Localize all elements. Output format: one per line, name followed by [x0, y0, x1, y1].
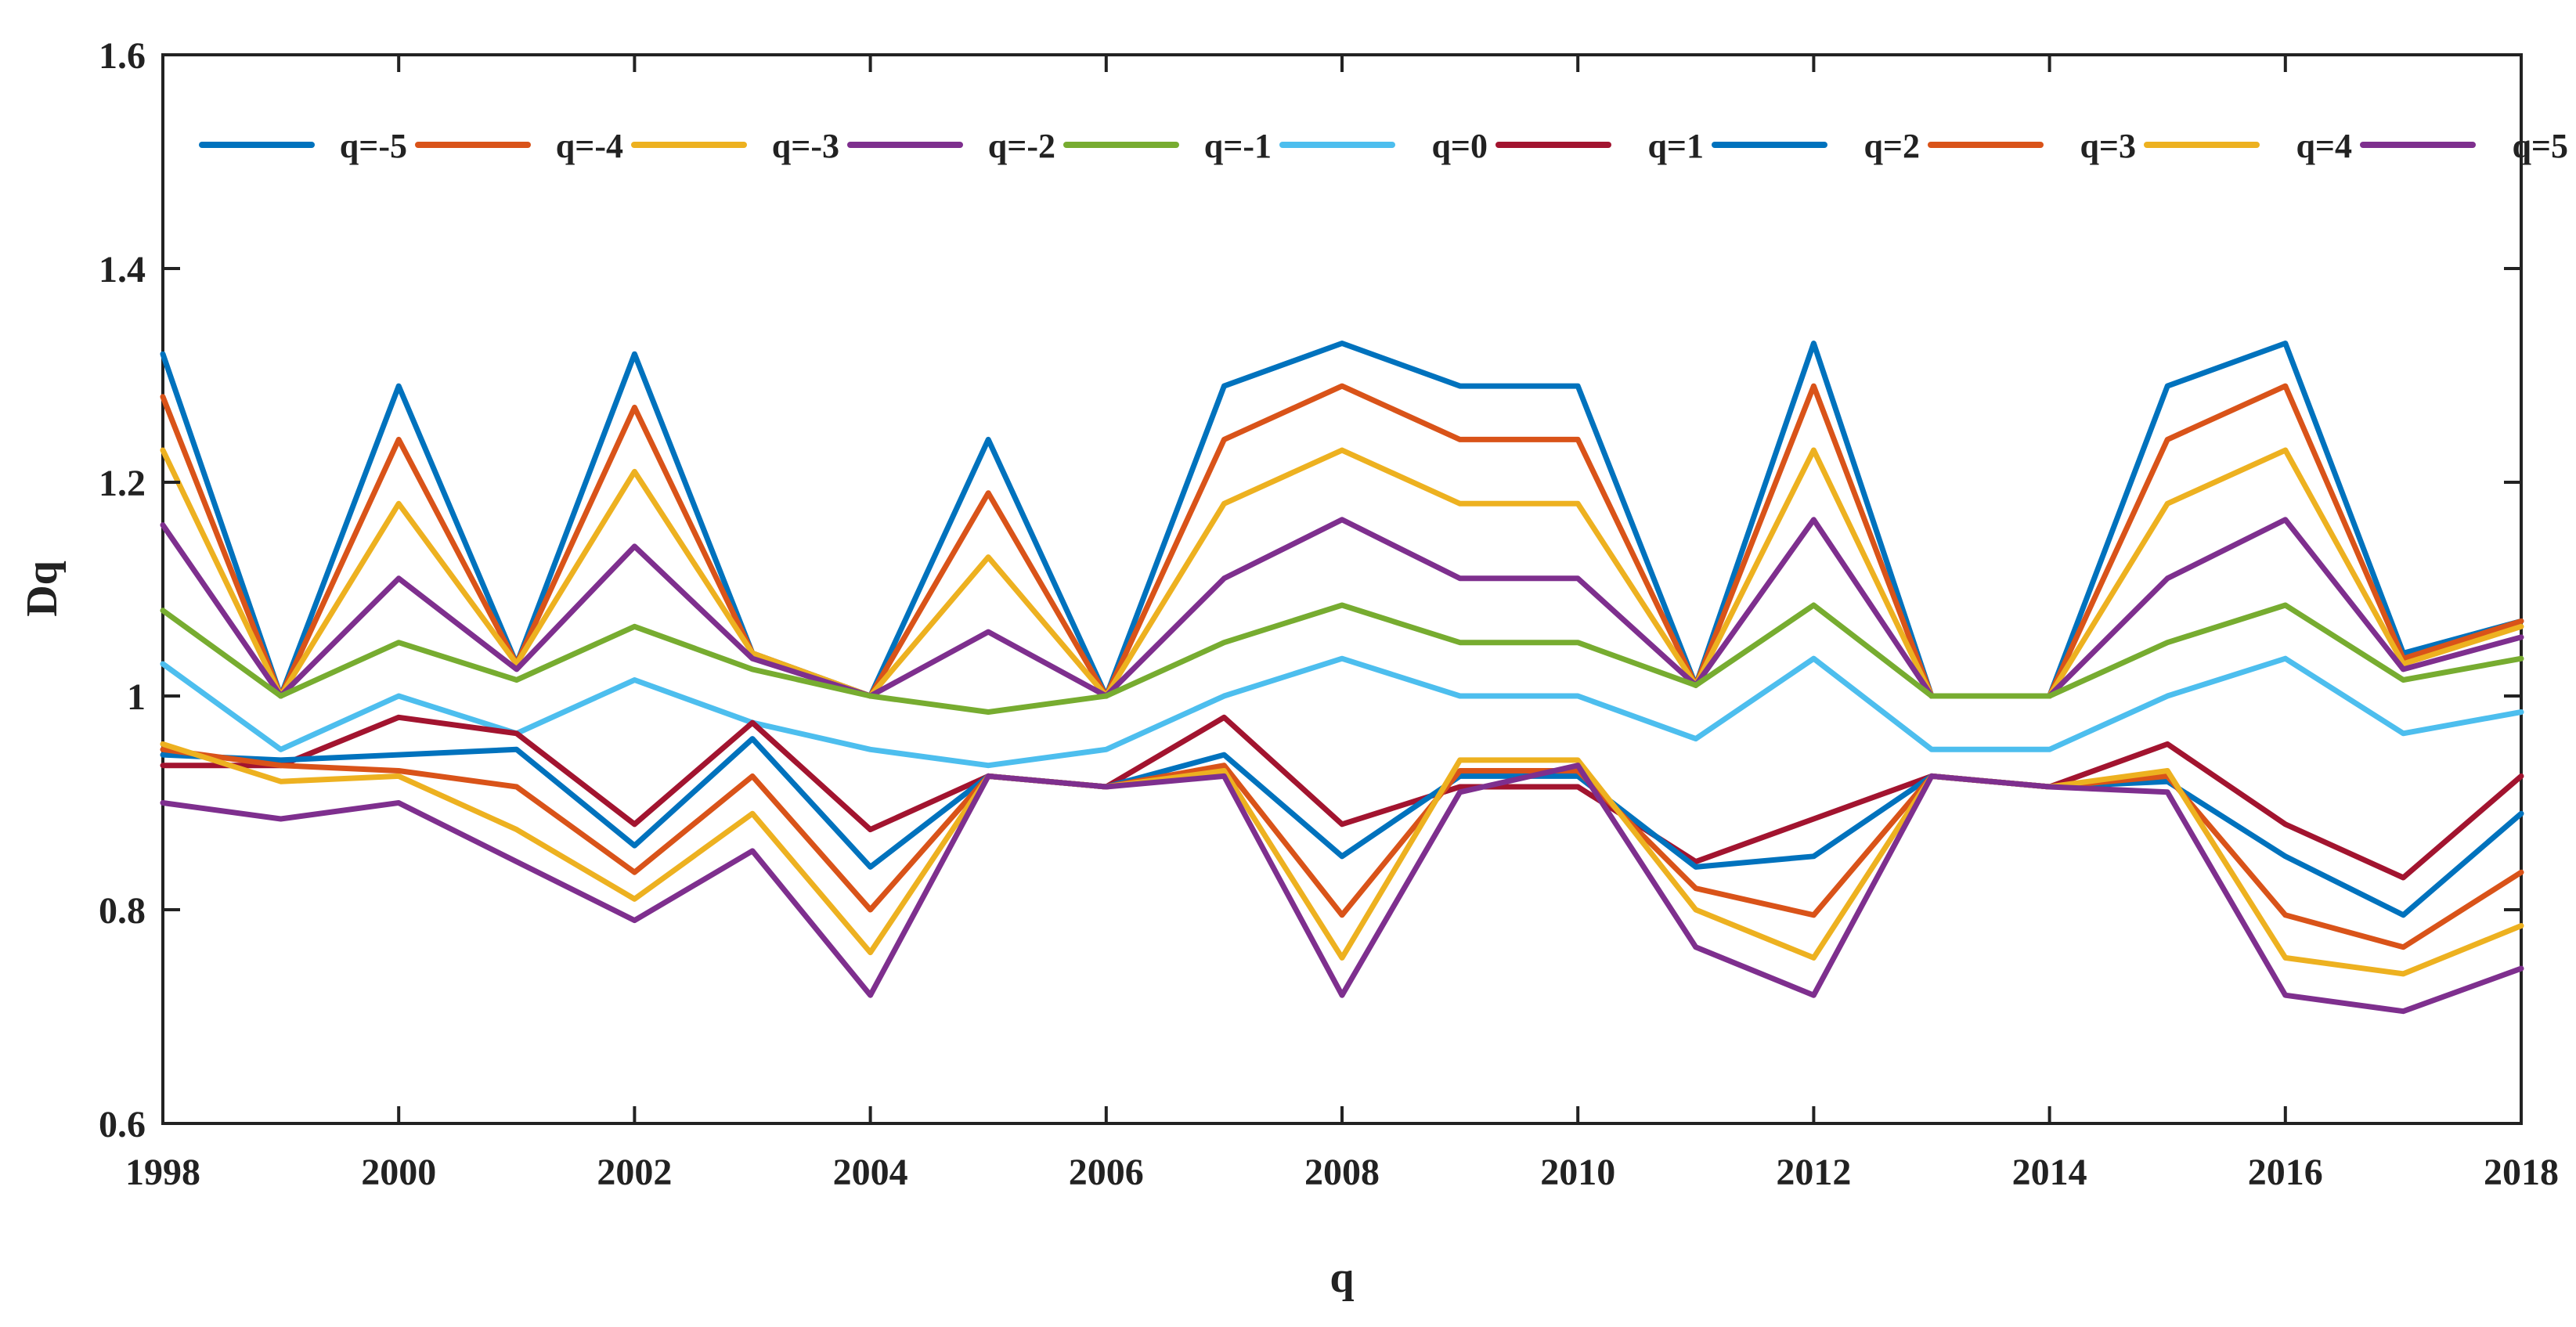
- legend-label: q=-5: [340, 127, 407, 165]
- x-tick-label: 2010: [1540, 1152, 1615, 1193]
- y-tick-label: 1.6: [99, 35, 146, 77]
- x-tick-label: 1998: [125, 1152, 200, 1193]
- series-line-q=-1: [160, 602, 2524, 715]
- legend-label: q=5: [2512, 127, 2568, 165]
- legend-item-q=0: q=0: [1279, 127, 1488, 165]
- legend-item-q=1: q=1: [1495, 127, 1704, 165]
- series-line-q=1: [160, 714, 2524, 881]
- legend-label: q=-3: [772, 127, 839, 165]
- legend: q=-5 q=-4 q=-3 q=-2 q=-1 q=0 q=1 q=2 q=3 q=4 q=5: [199, 127, 2568, 165]
- series-line-q=4: [160, 741, 2524, 977]
- y-axis-title: Dq: [18, 561, 67, 617]
- x-tick-label: 2000: [361, 1152, 436, 1193]
- x-tick-label: 2006: [1069, 1152, 1144, 1193]
- x-tick-label: 2008: [1304, 1152, 1380, 1193]
- series-line-q=3: [160, 746, 2524, 950]
- x-tick-label: 2018: [2484, 1152, 2559, 1193]
- y-tick-label: 1: [127, 676, 146, 718]
- legend-item-q=2: q=2: [1712, 127, 1920, 165]
- legend-label: q=0: [1431, 127, 1488, 165]
- series-line-q=-5: [160, 341, 2524, 699]
- series-layer: [160, 341, 2524, 1015]
- series-line-q=-3: [160, 447, 2524, 699]
- legend-label: q=3: [2080, 127, 2136, 165]
- legend-item-q=-4: q=-4: [415, 127, 623, 165]
- series-line-q=-4: [160, 383, 2524, 699]
- x-tick-label: 2004: [833, 1152, 908, 1193]
- legend-label: q=2: [1863, 127, 1920, 165]
- x-tick-label: 2002: [597, 1152, 672, 1193]
- axis-layer: 1998 2000 2002 2004 2006 2008 2010 2012 2014 2016…: [99, 35, 2559, 1193]
- legend-label: q=1: [1647, 127, 1704, 165]
- legend-item-q=3: q=3: [1928, 127, 2136, 165]
- x-axis-title: q: [1329, 1253, 1354, 1302]
- y-tick-label: 1.4: [99, 249, 146, 290]
- series-line-q=0: [160, 655, 2524, 769]
- legend-label: q=-1: [1204, 127, 1272, 165]
- legend-label: q=-2: [988, 127, 1055, 165]
- legend-item-q=4: q=4: [2144, 127, 2352, 165]
- legend-label: q=-4: [556, 127, 623, 165]
- legend-item-q=-1: q=-1: [1063, 127, 1272, 165]
- legend-item-q=5: q=5: [2360, 127, 2568, 165]
- y-tick-label: 1.2: [99, 463, 146, 504]
- legend-label: q=4: [2296, 127, 2352, 165]
- legend-item-q=-5: q=-5: [199, 127, 407, 165]
- y-tick-label: 0.8: [99, 890, 146, 932]
- x-tick-label: 2012: [1776, 1152, 1851, 1193]
- legend-item-q=-2: q=-2: [847, 127, 1055, 165]
- plot-area: [161, 53, 2523, 1125]
- x-tick-label: 2014: [2012, 1152, 2087, 1193]
- series-line-q=5: [160, 763, 2524, 1015]
- y-tick-label: 0.6: [99, 1104, 146, 1145]
- series-line-q=-2: [160, 517, 2524, 699]
- series-line-q=2: [160, 736, 2524, 918]
- x-tick-label: 2016: [2248, 1152, 2323, 1193]
- legend-item-q=-3: q=-3: [631, 127, 839, 165]
